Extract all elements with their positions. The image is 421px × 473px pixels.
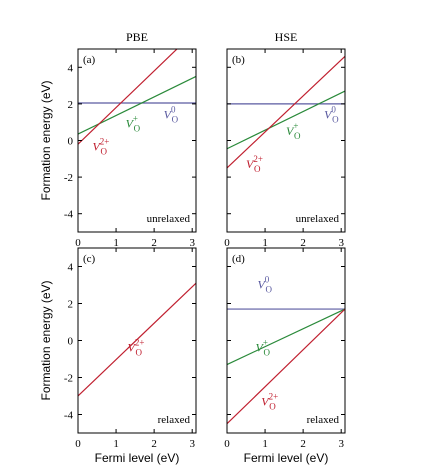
x-tick-label: 2: [151, 438, 157, 450]
series-label-1: V+ O: [126, 114, 141, 134]
y-tick-label: 4: [68, 62, 74, 74]
x-tick-label: 2: [151, 237, 157, 249]
x-tick-label: 1: [262, 438, 268, 450]
x-tick-label: 1: [262, 237, 268, 249]
series-line-1: [227, 308, 345, 366]
y-tick-label: 2: [68, 99, 74, 111]
column-title: PBE: [126, 30, 148, 44]
y-tick-label: -4: [64, 209, 74, 221]
series-label-1: V+ O: [286, 121, 301, 141]
x-tick-label: 1: [113, 237, 119, 249]
panel-b: V0 O V+ O V2+ O 0 1 2 3 (b) unrelaxed HSE: [224, 30, 346, 249]
series-label-0: V0 O: [164, 105, 179, 125]
panel-note: unrelaxed: [147, 213, 191, 225]
x-axis-label: Fermi level (eV): [95, 451, 180, 465]
panel-note: unrelaxed: [296, 213, 340, 225]
series-line-2: [78, 49, 178, 145]
series-label-0: V0 O: [324, 105, 339, 125]
x-tick-label: 3: [338, 438, 344, 450]
y-tick-label: 0: [68, 336, 74, 348]
x-tick-label: 0: [75, 237, 81, 249]
column-title: HSE: [275, 30, 298, 44]
x-axis-label: Fermi level (eV): [244, 451, 329, 465]
x-tick-label: 1: [113, 438, 119, 450]
series-line-2: [227, 55, 345, 169]
series-line-2: [227, 308, 345, 425]
panel-note: relaxed: [307, 414, 340, 426]
panel-d: V0 O V+ O V2+ O 0 1 2 3 (d) relaxed Fermi level (eV): [224, 247, 346, 465]
y-tick-label: -2: [64, 172, 73, 184]
x-tick-label: 2: [300, 438, 306, 450]
y-axis-label: Formation energy (eV): [39, 280, 53, 400]
y-tick-label: 0: [68, 136, 74, 148]
y-tick-label: -4: [64, 410, 74, 422]
series-line-1: [227, 90, 345, 150]
panel-label: (a): [83, 54, 96, 66]
y-axis-label: Formation energy (eV): [39, 80, 53, 200]
x-tick-label: 3: [338, 237, 344, 249]
panel-label: (d): [232, 253, 245, 265]
panel-c: V2+ O 0 1 2 3 4 2 0 -2 -4 (c) relaxed Formation energ…: [39, 247, 197, 465]
series-line-0: [78, 282, 196, 397]
series-label-0: V0 O: [257, 275, 272, 295]
panel-label: (b): [232, 54, 245, 66]
x-tick-label: 2: [300, 237, 306, 249]
x-tick-label: 0: [224, 438, 230, 450]
y-tick-label: -2: [64, 373, 73, 385]
series-label-2: V2+ O: [92, 137, 109, 157]
series-label-2: V2+ O: [246, 154, 263, 174]
panel-note: relaxed: [158, 414, 191, 426]
series-label-1: V+ O: [256, 338, 271, 358]
x-tick-label: 0: [224, 237, 230, 249]
x-tick-label: 3: [189, 438, 195, 450]
panel-label: (c): [83, 253, 96, 265]
series-label-0: V2+ O: [127, 338, 144, 358]
x-tick-label: 3: [189, 237, 195, 249]
plot-frame: [226, 247, 346, 434]
y-tick-label: 4: [68, 262, 74, 274]
series-label-2: V2+ O: [261, 391, 278, 411]
y-tick-label: 2: [68, 299, 74, 311]
panel-a: V0 O V+ O V2+ O 0 1 2 3 4 2 0 -2 -4 (a) unrelaxed PBE Form…: [39, 30, 197, 249]
x-tick-label: 0: [75, 438, 81, 450]
